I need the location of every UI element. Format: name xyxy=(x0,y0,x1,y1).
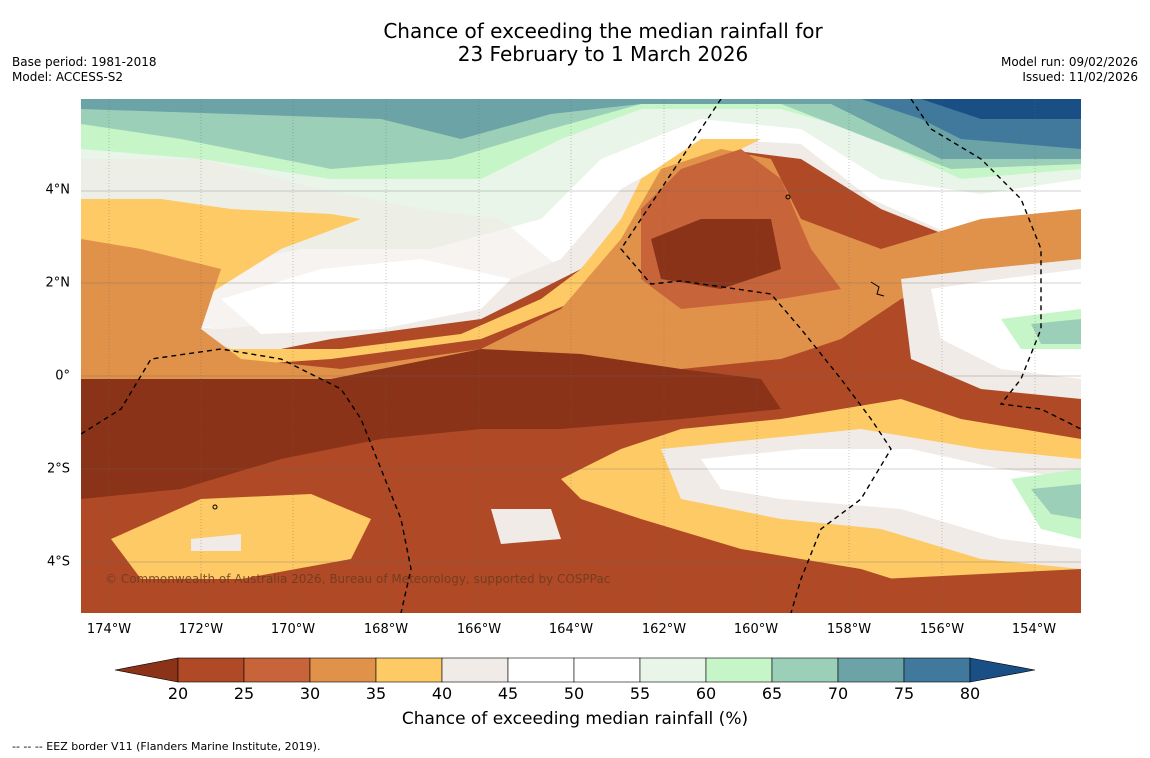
colorbar-tick: 35 xyxy=(365,684,387,703)
colorbar-tick: 40 xyxy=(431,684,453,703)
core-equator xyxy=(81,349,781,499)
colorbar-segment xyxy=(375,657,443,683)
patch-s-white xyxy=(491,509,561,544)
colorbar-segment xyxy=(243,657,311,683)
lon-label-154w: 154°W xyxy=(1011,622,1057,637)
lat-label-4s: 4°S xyxy=(46,554,70,570)
colorbar-tick: 25 xyxy=(233,684,255,703)
meta-left: Base period: 1981-2018 Model: ACCESS-S2 xyxy=(12,55,157,85)
colorbar-tick: 75 xyxy=(893,684,915,703)
lat-label-4n: 4°N xyxy=(45,182,71,198)
model-run: Model run: 09/02/2026 xyxy=(1000,55,1138,69)
issued-date: Issued: 11/02/2026 xyxy=(1022,70,1138,84)
colorbar-segment xyxy=(573,657,641,683)
lat-label-2n: 2°N xyxy=(45,275,71,291)
patch-sw-white xyxy=(191,534,241,551)
colorbar-segment xyxy=(507,657,575,683)
colorbar-tick: 30 xyxy=(299,684,321,703)
lon-label-160w: 160°W xyxy=(733,622,779,637)
lon-label-166w: 166°W xyxy=(456,622,502,637)
meta-right: Model run: 09/02/2026 Issued: 11/02/2026 xyxy=(1001,55,1138,85)
colorbar-segment xyxy=(639,657,707,683)
colorbar-segment xyxy=(705,657,773,683)
colorbar-tick: 65 xyxy=(761,684,783,703)
title-line-2: 23 February to 1 March 2026 xyxy=(457,42,749,66)
copyright-notice: © Commonwealth of Australia 2026, Bureau… xyxy=(105,572,611,586)
lon-label-158w: 158°W xyxy=(826,622,872,637)
lon-label-156w: 156°W xyxy=(919,622,965,637)
colorbar-tick: 80 xyxy=(959,684,981,703)
colorbar-tick: 45 xyxy=(497,684,519,703)
band-80 xyxy=(921,99,1081,119)
title-line-1: Chance of exceeding the median rainfall … xyxy=(383,19,823,43)
graticule xyxy=(81,99,1081,613)
colorbar-tick: 20 xyxy=(167,684,189,703)
band-bottom xyxy=(81,569,1081,613)
colorbar-segment xyxy=(771,657,839,683)
band-70 xyxy=(81,99,1081,159)
band-35 xyxy=(81,149,1081,429)
lon-label-172w: 172°W xyxy=(178,622,224,637)
colorbar-segments xyxy=(177,657,971,683)
islands xyxy=(212,194,885,510)
base-period: Base period: 1981-2018 xyxy=(12,55,157,69)
colorbar-extend-high xyxy=(969,657,1036,683)
chart-title: Chance of exceeding the median rainfall … xyxy=(0,20,1150,66)
colorbar-segment xyxy=(309,657,377,683)
map-svg xyxy=(81,99,1081,613)
lon-label-164w: 164°W xyxy=(548,622,594,637)
colorbar-extend-low xyxy=(114,657,179,683)
colorbar xyxy=(114,657,1036,683)
eez-borders xyxy=(81,99,1081,613)
colorbar-tick: 60 xyxy=(695,684,717,703)
band-50-south xyxy=(701,449,1081,549)
lon-label-174w: 174°W xyxy=(86,622,132,637)
colorbar-tick: 50 xyxy=(563,684,585,703)
core-dark-north xyxy=(651,219,781,289)
colorbar-segment xyxy=(837,657,905,683)
colorbar-tick: 70 xyxy=(827,684,849,703)
lon-label-162w: 162°W xyxy=(641,622,687,637)
footnote: -- -- -- EEZ border V11 (Flanders Marine… xyxy=(12,740,321,753)
colorbar-segment xyxy=(441,657,509,683)
colorbar-segment xyxy=(903,657,971,683)
patch-right-teal xyxy=(1031,319,1081,344)
colorbar-segment xyxy=(177,657,245,683)
patch-left-white xyxy=(221,259,511,334)
band-70-south xyxy=(1031,484,1081,519)
lat-label-2s: 2°S xyxy=(46,461,70,477)
lon-label-170w: 170°W xyxy=(270,622,316,637)
rainfall-map xyxy=(81,99,1081,613)
model-name: Model: ACCESS-S2 xyxy=(12,70,124,84)
colorbar-title: Chance of exceeding median rainfall (%) xyxy=(401,709,749,729)
lon-label-168w: 168°W xyxy=(363,622,409,637)
lat-label-0: 0° xyxy=(55,368,70,384)
colorbar-tick: 55 xyxy=(629,684,651,703)
